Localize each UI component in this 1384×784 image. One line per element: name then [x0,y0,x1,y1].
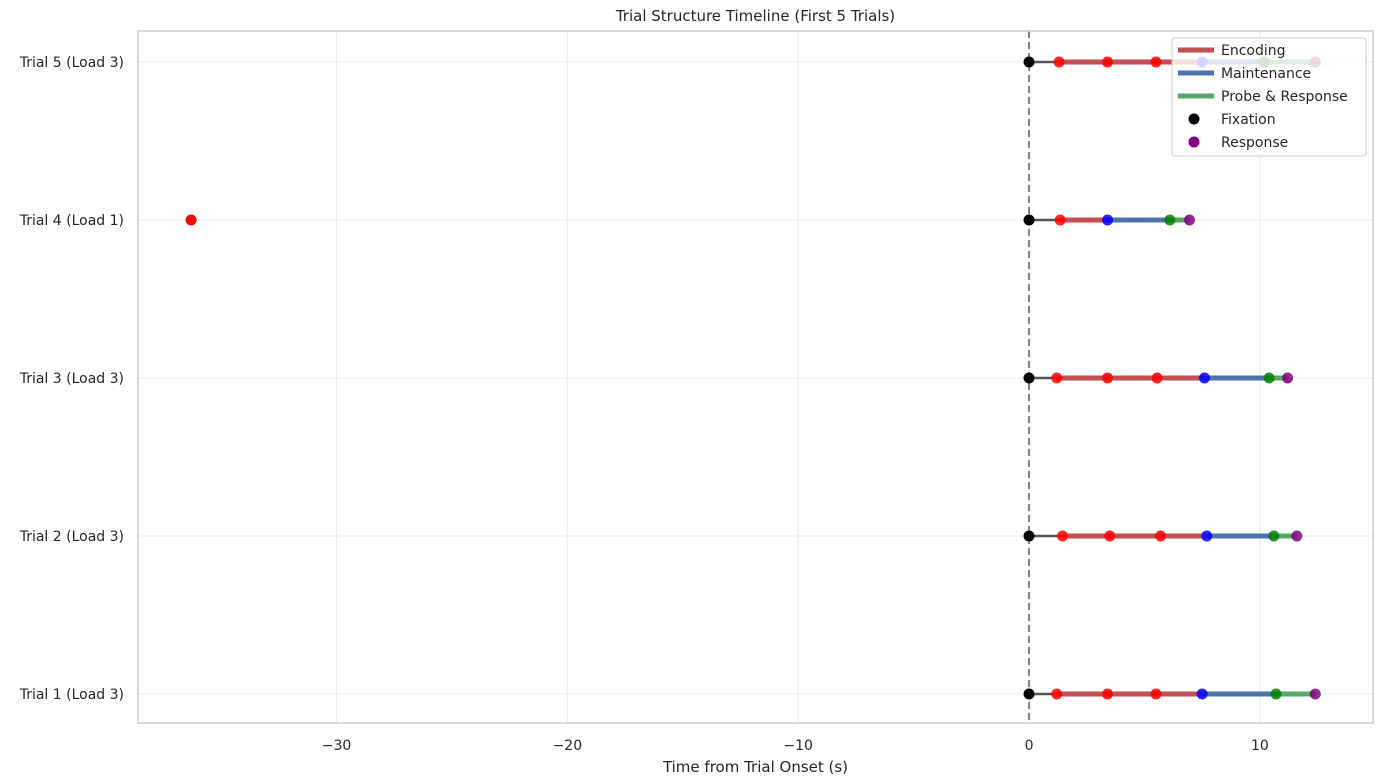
fixation-marker [1023,688,1035,700]
maintenance-marker [1196,688,1208,700]
x-tick-label: −20 [553,738,583,754]
x-tick-label: −10 [783,738,813,754]
y-tick-label: Trial 2 (Load 3) [19,529,124,545]
x-axis-label: Time from Trial Onset (s) [662,758,848,776]
chart-title: Trial Structure Timeline (First 5 Trials… [615,7,895,25]
maintenance-marker [1198,372,1210,384]
legend-label: Encoding [1221,43,1286,59]
tick-layer: −30 −20 −10 0 10 Trial 1 (Load 3) Trial 2 (Loa… [19,55,1269,754]
plot-frame [137,30,1374,724]
trial-3-row [1023,372,1294,384]
legend-item: Encoding [1178,43,1286,59]
legend-item: Probe & Response [1178,89,1348,105]
fixation-marker [1023,530,1035,542]
maintenance-marker [1201,530,1213,542]
encoding-marker [1054,214,1066,226]
y-tick-label: Trial 3 (Load 3) [19,371,124,387]
encoding-marker [1155,530,1167,542]
fixation-marker [1023,372,1035,384]
encoding-marker [1102,372,1114,384]
fixation-marker [1023,214,1035,226]
legend-dot-swatch [1188,136,1200,148]
trial-2-row [1023,530,1303,542]
probe-marker [1268,530,1280,542]
encoding-marker [1102,56,1114,68]
x-tick-label: 10 [1251,738,1269,754]
legend-box [1171,37,1367,157]
encoding-marker [1150,688,1162,700]
x-tick-label: 0 [1025,738,1034,754]
legend-dot-swatch [1188,113,1200,125]
outlier-marker [185,214,197,226]
probe-marker [1164,214,1176,226]
legend-label: Probe & Response [1221,89,1348,105]
trial-1-row [1023,688,1321,700]
encoding-marker [1053,56,1065,68]
y-tick-label: Trial 1 (Load 3) [19,687,124,703]
encoding-marker [1102,688,1114,700]
encoding-marker [1057,530,1069,542]
legend-item: Fixation [1188,112,1276,128]
legend-item: Response [1188,135,1288,151]
encoding-marker [1051,688,1063,700]
encoding-marker [1150,56,1162,68]
legend-label: Maintenance [1221,66,1311,82]
response-marker [1309,688,1321,700]
legend: Encoding Maintenance Probe & Response Fixat… [1171,37,1367,157]
response-marker [1183,214,1195,226]
legend-item: Maintenance [1178,66,1311,82]
probe-marker [1270,688,1282,700]
x-tick-label: −30 [322,738,352,754]
response-marker [1291,530,1303,542]
trial-4-row [185,214,1195,226]
encoding-marker [1051,372,1063,384]
y-tick-label: Trial 4 (Load 1) [19,213,124,229]
y-tick-label: Trial 5 (Load 3) [19,55,124,71]
maintenance-marker [1102,214,1114,226]
fixation-marker [1023,56,1035,68]
encoding-marker [1104,530,1116,542]
legend-label: Fixation [1221,112,1276,128]
encoding-marker [1151,372,1163,384]
legend-label: Response [1221,135,1288,151]
probe-marker [1263,372,1275,384]
response-marker [1282,372,1294,384]
